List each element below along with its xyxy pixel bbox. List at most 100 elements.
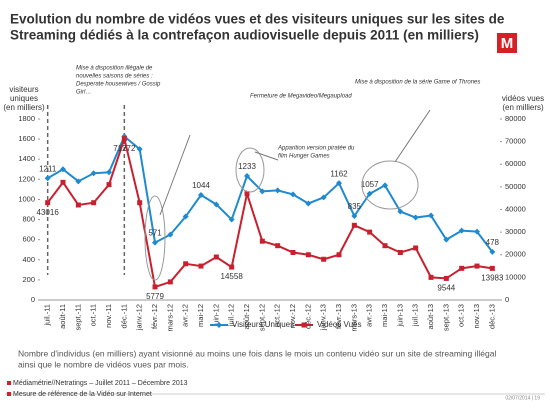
x-tick-label: juin-12 <box>211 304 220 328</box>
y-tick-label: 1400 <box>18 154 35 163</box>
legend-label: Visiteurs Uniques <box>232 320 294 329</box>
point <box>275 243 281 249</box>
point <box>459 265 465 271</box>
point <box>75 202 81 208</box>
y2-tick-label: 0 <box>505 295 509 304</box>
point <box>366 190 373 197</box>
data-label: 13983 <box>481 273 504 282</box>
x-tick-label: mars-13 <box>349 304 358 332</box>
y2-tick-label: 60000 <box>505 159 526 168</box>
y-axis-label: visiteurs <box>9 85 38 94</box>
y-tick-label: 600 <box>22 235 35 244</box>
point <box>259 238 265 244</box>
note: ainsi que le nombre de vidéos vues par m… <box>18 359 189 369</box>
point <box>60 179 66 185</box>
point <box>474 263 480 269</box>
point <box>91 200 97 206</box>
point <box>75 178 82 185</box>
bullet <box>7 381 11 385</box>
y-axis-label: (en milliers) <box>3 103 45 112</box>
y-tick-label: 0 <box>31 295 35 304</box>
annotation: Apparition version piratée du <box>277 146 355 152</box>
source: Mesure de référence de la Vidéo sur Inte… <box>13 391 152 398</box>
data-label: 571 <box>148 229 162 238</box>
annotation: Desperate housewives / Gossip <box>76 82 161 88</box>
point <box>90 170 97 177</box>
chart-title: Evolution du nombre de vidéos vues et de… <box>10 12 505 27</box>
x-tick-label: août-12 <box>242 304 251 329</box>
data-label: 43016 <box>37 208 60 217</box>
x-tick-label: mars-12 <box>165 304 174 332</box>
data-label: 1162 <box>330 169 348 178</box>
point <box>60 166 66 173</box>
point <box>167 231 174 238</box>
svg-text:M: M <box>501 35 514 52</box>
point <box>183 261 189 267</box>
point <box>152 239 158 246</box>
point <box>106 182 112 188</box>
point <box>397 208 404 215</box>
legend-marker <box>216 322 222 328</box>
point <box>167 279 173 285</box>
annotation-arrow <box>394 109 431 163</box>
y-tick-label: 1200 <box>18 174 35 183</box>
y2-tick-label: 40000 <box>505 204 526 213</box>
data-label: 1211 <box>39 164 57 173</box>
x-tick-label: août-11 <box>58 304 67 329</box>
x-tick-label: juil.-11 <box>43 304 52 327</box>
y-tick-label: 1000 <box>18 194 35 203</box>
annotation: Fermeture de Megavideo/Megaupload <box>250 94 352 100</box>
x-tick-label: déc.-11 <box>119 304 128 328</box>
x-tick-label: mai-13 <box>380 304 389 327</box>
point <box>321 256 327 262</box>
point <box>290 191 296 198</box>
x-tick-label: oct.-11 <box>89 304 98 326</box>
annotation: nouvelles saisons de séries : <box>76 74 153 80</box>
point <box>367 229 373 235</box>
data-label: 478 <box>486 238 500 247</box>
point <box>382 243 388 249</box>
point <box>397 249 403 255</box>
y2-tick-label: 20000 <box>505 250 526 259</box>
point <box>44 175 51 182</box>
series-line <box>46 135 493 289</box>
y-tick-label: 400 <box>22 255 35 264</box>
x-tick-label: sept.-11 <box>73 304 82 331</box>
y2-tick-label: 10000 <box>505 272 526 281</box>
point <box>336 252 342 258</box>
x-tick-label: juin-13 <box>395 304 404 328</box>
y-tick-label: 1600 <box>18 134 35 143</box>
data-label: 1233 <box>238 162 256 171</box>
point <box>443 275 449 281</box>
point <box>244 191 250 197</box>
point <box>458 227 465 234</box>
annotation: Mise à disposition illégale de <box>76 66 153 72</box>
point <box>137 200 143 206</box>
point <box>198 263 204 269</box>
x-tick-label: juil.-13 <box>411 304 420 327</box>
x-tick-label: mai-12 <box>196 304 205 327</box>
legend-marker <box>301 322 307 328</box>
point <box>351 222 357 228</box>
x-tick-label: avr.-12 <box>181 304 190 327</box>
legend-label: Vidéos Vues <box>317 320 361 329</box>
annotation: film Hunger Games <box>278 154 330 160</box>
x-tick-label: juil.-12 <box>227 304 236 327</box>
point <box>428 274 434 280</box>
point <box>121 136 127 142</box>
annotation-arrow <box>159 134 191 216</box>
point <box>229 264 235 270</box>
chart-title: Streaming dédiés à la contrefaçon audiov… <box>10 28 479 43</box>
x-tick-label: oct.-13 <box>457 304 466 327</box>
y2-tick-label: 50000 <box>505 182 526 191</box>
highlight <box>144 195 166 281</box>
y2-tick-label: 70000 <box>505 137 526 146</box>
point <box>413 245 419 251</box>
x-tick-label: nov.-11 <box>104 304 113 328</box>
x-tick-label: oct.-12 <box>273 304 282 327</box>
x-tick-label: févr.-13 <box>334 304 343 329</box>
point <box>244 173 250 180</box>
point <box>213 254 219 260</box>
